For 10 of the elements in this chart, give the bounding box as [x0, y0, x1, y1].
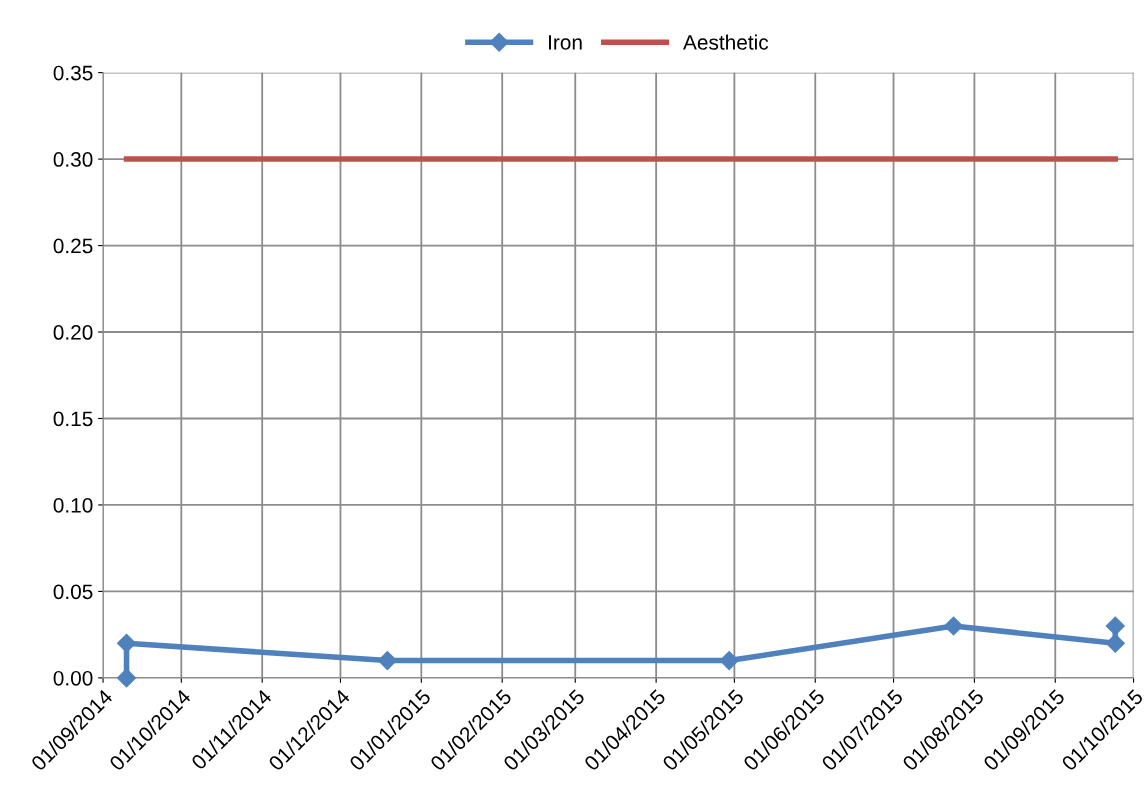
legend-label: Iron	[549, 35, 582, 50]
y-tick-label: 0.20	[53, 325, 93, 340]
y-tick-label: 0.30	[53, 152, 93, 167]
y-tick-label: 0.25	[53, 238, 93, 254]
y-tick-label: 0.10	[53, 497, 93, 513]
legend-label: Aesthetic	[683, 34, 769, 50]
y-tick-label: 0.00	[53, 670, 93, 686]
y-tick-label: 0.35	[53, 65, 93, 81]
y-tick-label: 0.15	[53, 411, 93, 427]
y-tick-label: 0.05	[53, 584, 93, 600]
